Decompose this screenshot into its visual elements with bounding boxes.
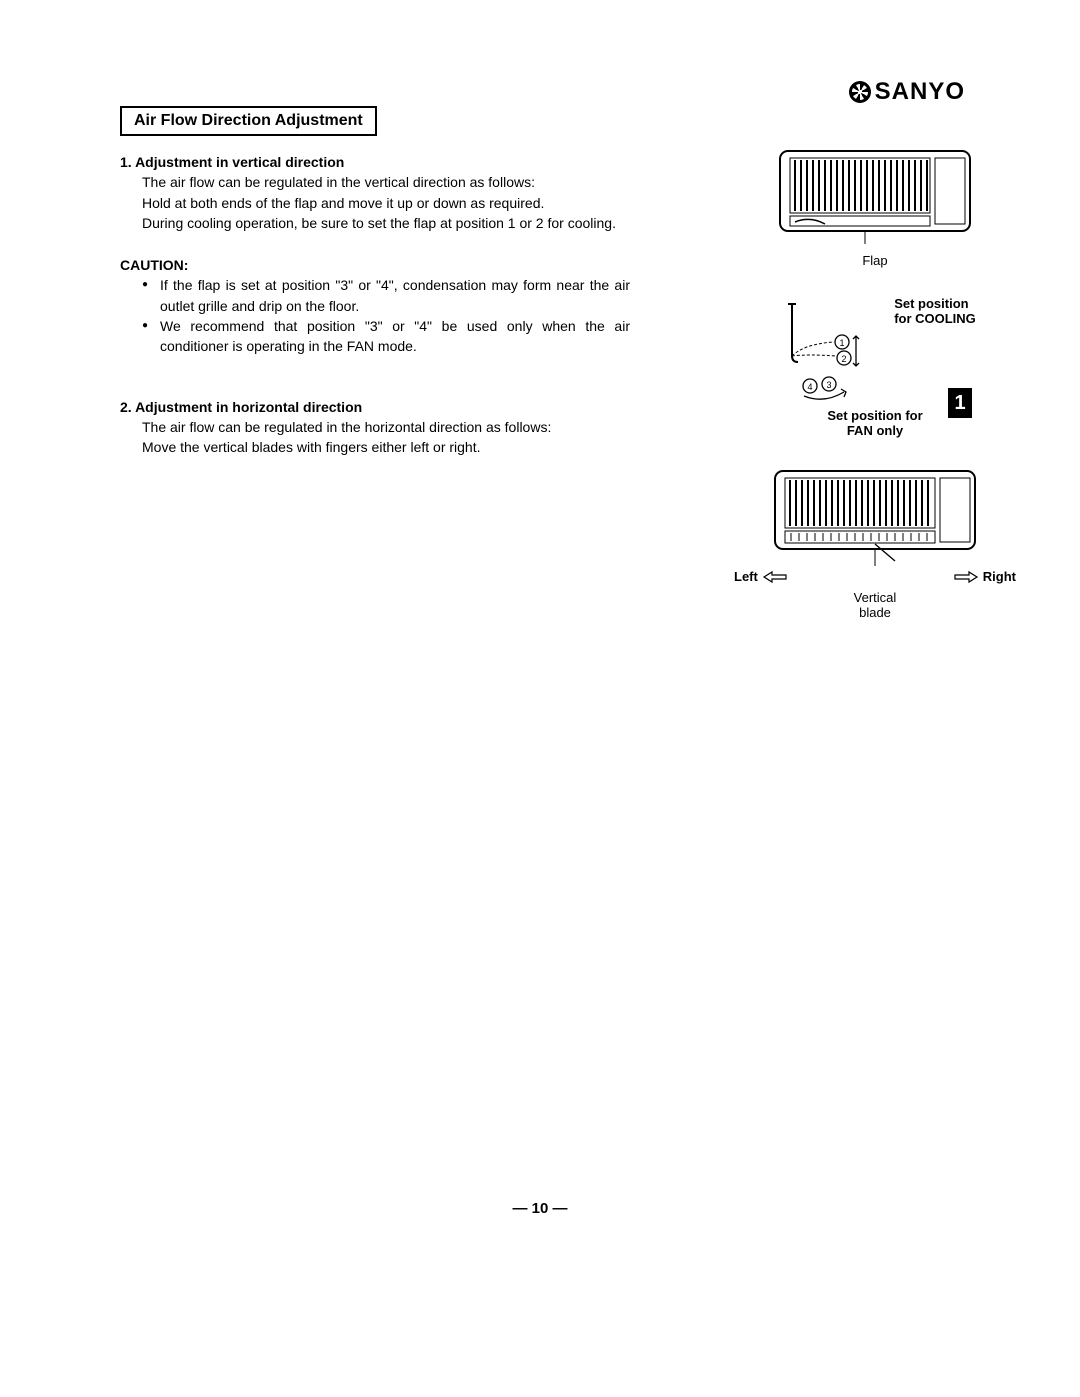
fan-label-l2: FAN only	[730, 423, 1020, 438]
section-tab: 1	[948, 388, 972, 418]
section1-heading: 1. Adjustment in vertical direction	[120, 152, 630, 172]
page-title-box: Air Flow Direction Adjustment	[120, 106, 377, 136]
fig3-right-label: Right	[983, 569, 1016, 584]
fig3-left-label: Left	[734, 569, 758, 584]
horizontal-illustration-icon	[765, 466, 985, 566]
section2-p2: Move the vertical blades with fingers ei…	[142, 437, 630, 457]
arrow-left-icon	[762, 570, 788, 584]
svg-text:4: 4	[808, 382, 813, 392]
figure-horizontal: Left Right Vertical blade	[730, 466, 1020, 620]
cooling-label-l2: for COOLING	[894, 311, 976, 326]
brand-logo: SANYO	[849, 78, 965, 106]
svg-text:1: 1	[840, 338, 845, 348]
section2-number: 2.	[120, 399, 132, 415]
fig3-bottom-l1: Vertical	[730, 590, 1020, 605]
text-column: 1. Adjustment in vertical direction The …	[120, 146, 630, 458]
brand-text: SANYO	[875, 78, 965, 106]
position-diagram-icon: 1 2 4 3	[774, 296, 884, 406]
caution-item-2: We recommend that position "3" or "4" be…	[142, 316, 630, 357]
section1-head-text: Adjustment in vertical direction	[135, 154, 344, 170]
svg-text:2: 2	[842, 354, 847, 364]
section1-number: 1.	[120, 154, 132, 170]
arrow-right-icon	[953, 570, 979, 584]
caution-list: If the flap is set at position "3" or "4…	[120, 275, 630, 356]
section1-p2: Hold at both ends of the flap and move i…	[142, 193, 630, 213]
figure-column: Flap 1 2 4	[730, 146, 1050, 648]
caution-item-1: If the flap is set at position "3" or "4…	[142, 275, 630, 316]
fan-label-l1: Set position for	[730, 408, 1020, 423]
page-number: — 10 —	[512, 1200, 567, 1217]
position-fan-label: Set position for FAN only	[730, 408, 1020, 438]
page-title: Air Flow Direction Adjustment	[134, 112, 363, 129]
figure-flap-caption: Flap	[730, 253, 1020, 268]
figure-flap: Flap	[730, 146, 1020, 268]
svg-text:3: 3	[827, 380, 832, 390]
caution-heading: CAUTION:	[120, 255, 630, 275]
section2-head-text: Adjustment in horizontal direction	[135, 399, 362, 415]
section1-p3: During cooling operation, be sure to set…	[142, 213, 630, 233]
cooling-label-l1: Set position	[894, 296, 976, 311]
section2-p1: The air flow can be regulated in the hor…	[142, 417, 630, 437]
section1-p1: The air flow can be regulated in the ver…	[142, 172, 630, 192]
fig3-bottom-label: Vertical blade	[730, 590, 1020, 620]
section-tab-number: 1	[954, 392, 965, 415]
fig3-bottom-l2: blade	[730, 605, 1020, 620]
position-cooling-label: Set position for COOLING	[894, 296, 976, 326]
flap-illustration-icon	[775, 146, 975, 246]
section2-heading: 2. Adjustment in horizontal direction	[120, 397, 630, 417]
brand-icon	[849, 81, 871, 103]
figure-positions: 1 2 4 3 Set position for COOLING	[730, 296, 1020, 438]
